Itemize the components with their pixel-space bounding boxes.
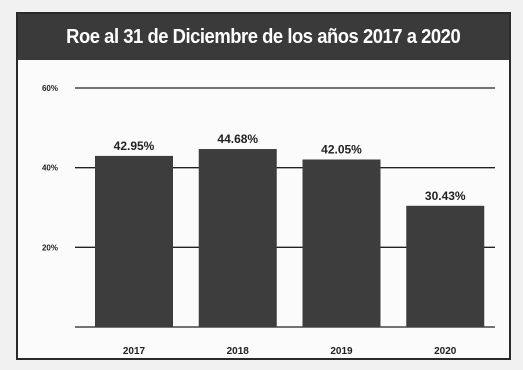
x-tick-label-2018: 2018: [227, 346, 250, 357]
y-tick-label: 20%: [42, 243, 58, 252]
bar-2020: [406, 205, 485, 327]
bar-2019: [302, 159, 381, 327]
data-label-2020: 30.43%: [425, 189, 466, 203]
data-label-2018: 44.68%: [217, 132, 258, 146]
data-label-2017: 42.95%: [114, 139, 155, 153]
bar-2018: [198, 149, 277, 327]
data-label-2019: 42.05%: [321, 143, 362, 157]
chart-title: Roe al 31 de Diciembre de los años 2017 …: [66, 25, 461, 48]
chart-title-bar: Roe al 31 de Diciembre de los años 2017 …: [18, 14, 509, 60]
x-tick-label-2019: 2019: [330, 346, 353, 357]
y-tick-label: 40%: [42, 164, 58, 173]
x-tick-label-2017: 2017: [123, 346, 146, 357]
bar-2017: [95, 155, 173, 327]
y-tick-label: 60%: [42, 84, 58, 93]
x-tick-label-2020: 2020: [434, 346, 457, 357]
